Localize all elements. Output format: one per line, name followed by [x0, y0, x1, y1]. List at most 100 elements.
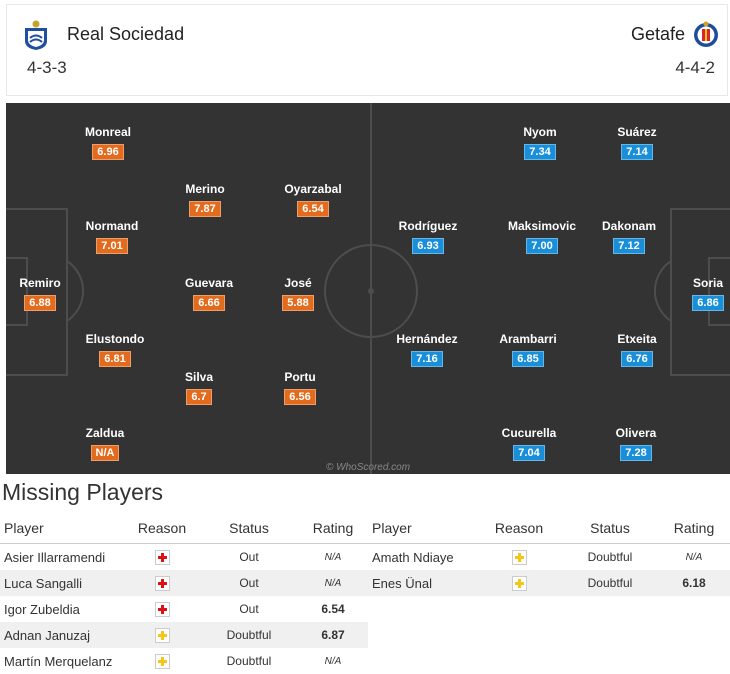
missing-rating: 6.18 [658, 570, 730, 596]
missing-player-name[interactable]: Enes Ünal [368, 570, 476, 596]
real-sociedad-crest-icon [25, 20, 47, 50]
player-name: Remiro [19, 276, 61, 290]
player-rating: 6.76 [621, 351, 653, 367]
player-rating: 6.56 [284, 389, 316, 405]
home-player-elustondo[interactable]: Elustondo 6.81 [75, 332, 155, 367]
table-row: Asier Illarramendi Out N/A [0, 544, 368, 571]
missing-rating: 6.54 [321, 602, 345, 616]
doubtful-icon [154, 627, 170, 643]
missing-status: Doubtful [226, 654, 272, 668]
away-player-hernandez[interactable]: Hernández 7.16 [387, 332, 467, 367]
injury-icon [154, 601, 170, 617]
missing-player-name[interactable]: Luca Sangalli [0, 570, 124, 596]
player-name: Guevara [184, 276, 234, 290]
player-rating: 6.81 [99, 351, 131, 367]
table-row: Luca Sangalli Out N/A [0, 570, 368, 596]
player-rating: 5.88 [282, 295, 314, 311]
player-name: Oyarzabal [284, 182, 342, 196]
player-name: Rodríguez [398, 219, 458, 233]
col-header-reason[interactable]: Reason [476, 513, 562, 544]
missing-status: Doubtful [562, 570, 658, 596]
away-player-olivera[interactable]: Olivera 7.28 [596, 426, 676, 461]
missing-players-title: Missing Players [2, 479, 164, 505]
player-rating: 6.7 [186, 389, 212, 405]
missing-status: Doubtful [200, 622, 298, 648]
away-player-cucurella[interactable]: Cucurella 7.04 [489, 426, 569, 461]
home-player-oyarzabal[interactable]: Oyarzabal 6.54 [273, 182, 353, 217]
player-rating: N/A [90, 445, 120, 461]
col-header-rating[interactable]: Rating [298, 513, 368, 544]
away-player-soria[interactable]: Soria 6.86 [668, 276, 730, 311]
player-name: Hernández [396, 332, 458, 346]
col-header-status[interactable]: Status [200, 513, 298, 544]
missing-rating: N/A [685, 551, 703, 563]
player-rating: 6.88 [24, 295, 56, 311]
col-header-reason[interactable]: Reason [124, 513, 200, 544]
home-player-zaldua[interactable]: Zaldua N/A [65, 426, 145, 461]
player-name: Arambarri [499, 332, 557, 346]
away-player-suarez[interactable]: Suárez 7.14 [597, 125, 677, 160]
injury-icon [154, 575, 170, 591]
col-header-player[interactable]: Player [368, 513, 476, 544]
player-name: Nyom [523, 125, 557, 139]
injury-icon [154, 549, 170, 565]
player-rating: 7.12 [613, 238, 645, 254]
away-missing-table: Player Reason Status Rating Amath Ndiaye… [368, 513, 730, 596]
away-player-dakonam[interactable]: Dakonam 7.12 [589, 219, 669, 254]
missing-rating: N/A [298, 570, 368, 596]
missing-rating: 6.87 [298, 622, 368, 648]
player-name: Silva [184, 370, 214, 384]
missing-status: Out [239, 602, 259, 616]
away-player-maksimovic[interactable]: Maksimovic 7.00 [502, 219, 582, 254]
away-player-rodriguez[interactable]: Rodríguez 6.93 [388, 219, 468, 254]
player-name: Dakonam [601, 219, 657, 233]
home-missing-table: Player Reason Status Rating Asier Illarr… [0, 513, 368, 674]
missing-player-name[interactable]: Adnan Januzaj [0, 622, 124, 648]
player-name: Portu [284, 370, 316, 384]
col-header-status[interactable]: Status [562, 513, 658, 544]
table-row: Adnan Januzaj Doubtful 6.87 [0, 622, 368, 648]
player-name: Cucurella [501, 426, 557, 440]
player-rating: 6.86 [692, 295, 724, 311]
missing-status: Doubtful [587, 550, 633, 564]
away-team-name[interactable]: Getafe [630, 24, 685, 44]
doubtful-icon [511, 549, 527, 565]
missing-status: Out [200, 570, 298, 596]
home-player-portu[interactable]: Portu 6.56 [260, 370, 340, 405]
player-name: Normand [85, 219, 139, 233]
away-player-nyom[interactable]: Nyom 7.34 [500, 125, 580, 160]
pitch-markings [6, 103, 730, 474]
player-name: Monreal [84, 125, 131, 139]
home-player-guevara[interactable]: Guevara 6.66 [169, 276, 249, 311]
player-name: Zaldua [85, 426, 125, 440]
player-name: Elustondo [85, 332, 145, 346]
missing-player-name[interactable]: Martín Merquelanz [4, 653, 113, 669]
col-header-player[interactable]: Player [0, 513, 124, 544]
missing-player-name[interactable]: Igor Zubeldia [4, 601, 80, 617]
home-player-monreal[interactable]: Monreal 6.96 [68, 125, 148, 160]
home-player-silva[interactable]: Silva 6.7 [159, 370, 239, 405]
player-rating: 7.04 [513, 445, 545, 461]
player-rating: 6.85 [512, 351, 544, 367]
player-name: Etxeita [617, 332, 657, 346]
away-player-etxeita[interactable]: Etxeita 6.76 [597, 332, 677, 367]
home-player-jose[interactable]: José 5.88 [258, 276, 338, 311]
player-rating: 7.28 [620, 445, 652, 461]
missing-player-name[interactable]: Amath Ndiaye [372, 549, 454, 565]
table-row: Martín Merquelanz Doubtful N/A [0, 648, 368, 674]
player-name: Soria [692, 276, 723, 290]
home-player-merino[interactable]: Merino 7.87 [165, 182, 245, 217]
player-rating: 7.01 [96, 238, 128, 254]
col-header-rating[interactable]: Rating [658, 513, 730, 544]
home-player-normand[interactable]: Normand 7.01 [72, 219, 152, 254]
player-rating: 7.87 [189, 201, 221, 217]
whoscored-watermark: © WhoScored.com [326, 462, 411, 473]
away-player-arambarri[interactable]: Arambarri 6.85 [488, 332, 568, 367]
away-formation: 4-4-2 [675, 58, 715, 77]
pitch-lineup: Monreal 6.96 Merino 7.87 Oyarzabal 6.54 … [6, 103, 730, 474]
missing-player-name[interactable]: Asier Illarramendi [4, 549, 106, 565]
missing-rating: N/A [324, 551, 342, 563]
player-rating: 7.14 [621, 144, 653, 160]
home-team-name[interactable]: Real Sociedad [67, 24, 185, 44]
home-player-remiro[interactable]: Remiro 6.88 [6, 276, 80, 311]
